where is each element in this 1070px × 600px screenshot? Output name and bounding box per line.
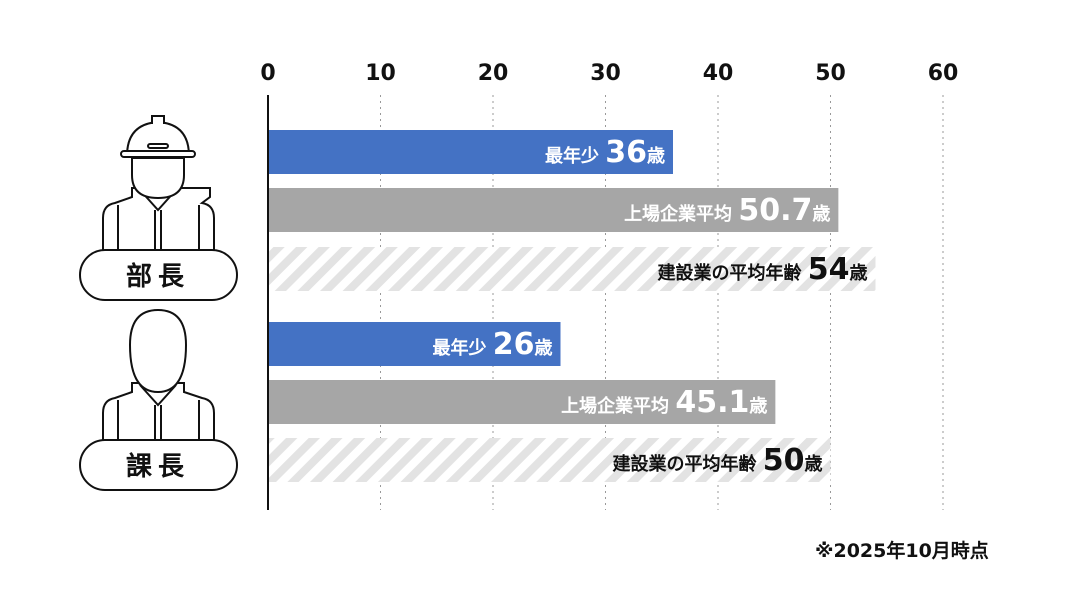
bar-unit: 歳 [805, 454, 823, 475]
x-tick-label: 10 [365, 61, 396, 86]
x-tick-label: 20 [478, 61, 509, 86]
bar-hatched [269, 247, 876, 291]
bar-unit: 歳 [812, 204, 830, 225]
footnote: ※2025年10月時点 [815, 540, 989, 562]
bar-category: 上場企業平均 [624, 203, 738, 225]
bar-label: 上場企業平均 50.7歳 [624, 193, 830, 228]
bar-label: 最年少 36歳 [545, 135, 665, 170]
bar-label: 最年少 26歳 [432, 327, 552, 362]
bar-value: 36 [605, 135, 647, 170]
bar-value: 50.7 [738, 193, 812, 228]
group-label-box [79, 439, 238, 491]
group-label: 部長 [126, 262, 190, 292]
bar-label: 上場企業平均 45.1歳 [561, 385, 767, 420]
x-tick-label: 60 [928, 61, 959, 86]
bar-label: 建設業の平均年齢 54歳 [657, 252, 867, 287]
bar-value: 45.1 [675, 385, 749, 420]
bar-unit: 歳 [535, 338, 553, 359]
x-tick-label: 50 [815, 61, 846, 86]
bar-blue [269, 322, 561, 366]
bar-blue [269, 130, 673, 174]
x-tick-label: 40 [703, 61, 734, 86]
bar-unit: 歳 [850, 263, 868, 284]
bar-gray [269, 188, 839, 232]
worker-helmet-icon [102, 115, 215, 250]
bar-category: 建設業の平均年齢 [612, 453, 762, 475]
bar-category: 最年少 [545, 145, 605, 167]
worker-icon [102, 308, 215, 445]
bar-value: 26 [493, 327, 535, 362]
bar-value: 54 [808, 252, 850, 287]
bar-value: 50 [763, 443, 805, 478]
bar-category: 建設業の平均年齢 [657, 262, 807, 284]
bar-hatched [269, 438, 831, 482]
x-tick-label: 0 [260, 61, 275, 86]
group-label-box [79, 249, 238, 301]
bar-unit: 歳 [647, 146, 665, 167]
bar-category: 上場企業平均 [561, 395, 675, 417]
bar-gray [269, 380, 776, 424]
bar-label: 建設業の平均年齢 50歳 [612, 443, 822, 478]
bar-unit: 歳 [749, 396, 767, 417]
bar-category: 最年少 [432, 337, 492, 359]
x-tick-label: 30 [590, 61, 621, 86]
group-label: 課長 [126, 451, 190, 482]
